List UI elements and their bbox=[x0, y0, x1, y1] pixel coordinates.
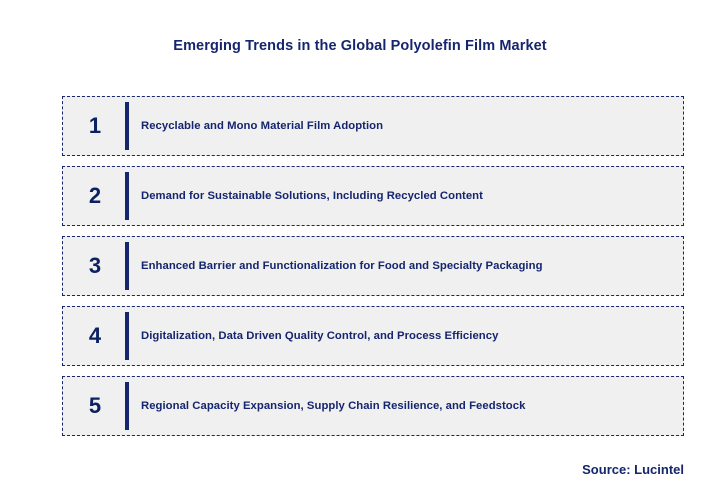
trend-item-3: 3 Enhanced Barrier and Functionalization… bbox=[62, 236, 684, 296]
trend-divider-icon-4 bbox=[125, 312, 129, 360]
trend-divider-icon-3 bbox=[125, 242, 129, 290]
trend-label-2: Demand for Sustainable Solutions, Includ… bbox=[141, 189, 483, 202]
trend-item-1: 1 Recyclable and Mono Material Film Adop… bbox=[62, 96, 684, 156]
trend-number-4: 4 bbox=[88, 323, 102, 348]
trend-divider-icon-5 bbox=[125, 382, 129, 430]
trend-number-5: 5 bbox=[88, 393, 102, 418]
trend-item-4: 4 Digitalization, Data Driven Quality Co… bbox=[62, 306, 684, 366]
trend-divider-icon-1 bbox=[125, 102, 129, 150]
trend-label-5: Regional Capacity Expansion, Supply Chai… bbox=[141, 399, 526, 412]
trend-item-5: 5 Regional Capacity Expansion, Supply Ch… bbox=[62, 376, 684, 436]
trend-label-1: Recyclable and Mono Material Film Adopti… bbox=[141, 119, 384, 132]
source-attribution: Source: Lucintel bbox=[582, 462, 684, 477]
trend-number-3: 3 bbox=[88, 253, 102, 278]
trend-item-2: 2 Demand for Sustainable Solutions, Incl… bbox=[62, 166, 684, 226]
trend-divider-icon-2 bbox=[125, 172, 129, 220]
page-title: Emerging Trends in the Global Polyolefin… bbox=[173, 38, 547, 54]
trend-label-3: Enhanced Barrier and Functionalization f… bbox=[141, 259, 543, 272]
trend-label-4: Digitalization, Data Driven Quality Cont… bbox=[141, 329, 499, 342]
trend-number-1: 1 bbox=[88, 113, 102, 138]
trend-number-2: 2 bbox=[88, 183, 102, 208]
trend-list: 1 Recyclable and Mono Material Film Adop… bbox=[62, 96, 684, 446]
